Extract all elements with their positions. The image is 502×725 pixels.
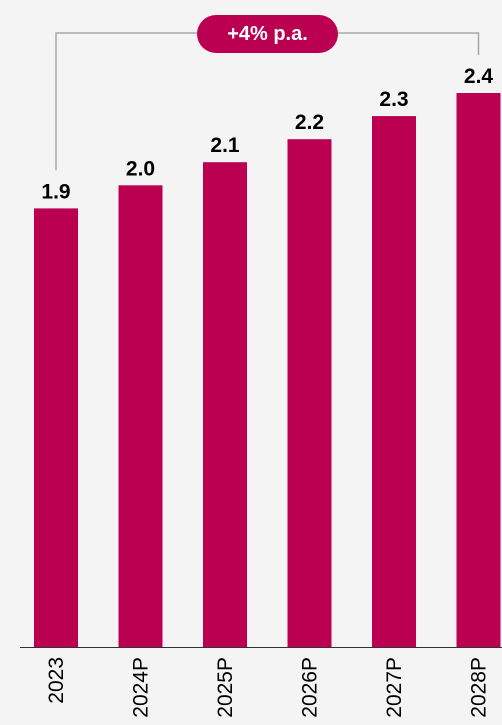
value-label-2024P: 2.0 — [126, 157, 155, 180]
x-tick-label-2025P: 2025P — [214, 657, 237, 718]
bar-2024P — [118, 185, 163, 648]
bar-2025P — [203, 162, 247, 647]
cagr-badge: +4% p.a. — [197, 15, 338, 53]
x-tick-label-2028P: 2028P — [468, 657, 491, 718]
value-label-2026P: 2.2 — [295, 111, 324, 134]
x-tick-label-2026P: 2026P — [299, 657, 322, 718]
value-label-2027P: 2.3 — [379, 88, 408, 111]
x-tick-label-2023: 2023 — [45, 657, 68, 704]
bar-2027P — [372, 116, 416, 648]
bar-2026P — [287, 139, 332, 647]
x-tick-label-2024P: 2024P — [130, 657, 153, 718]
growth-bracket-left — [55, 32, 197, 171]
growth-bracket-right — [338, 32, 480, 55]
value-label-2025P: 2.1 — [210, 134, 240, 157]
bar-2023 — [34, 208, 78, 647]
bar-2028P — [456, 93, 501, 647]
value-label-2028P: 2.4 — [464, 65, 494, 88]
x-tick-label-2027P: 2027P — [383, 657, 406, 718]
value-label-2023: 1.9 — [41, 180, 70, 203]
